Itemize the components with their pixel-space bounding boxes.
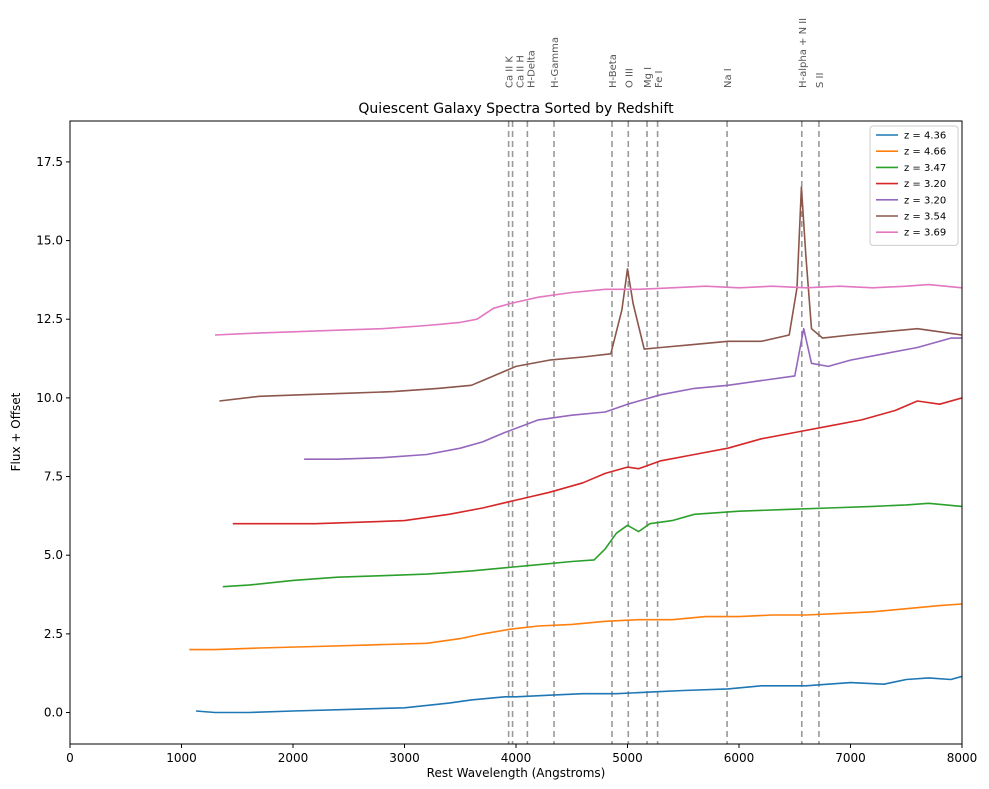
spectral-lines: Ca II K Ca II H H-Delta H-Gamma H-Beta O III M… [505,18,826,744]
y-tick-label: 2.5 [44,627,63,641]
y-axis: 0.0 2.5 5.0 7.5 10.0 12.5 15.0 17.5 [36,155,70,720]
y-tick-label: 5.0 [44,548,63,562]
y-tick-label: 10.0 [36,391,63,405]
y-tick-label: 7.5 [44,470,63,484]
x-tick-label: 1000 [166,751,197,765]
legend: z = 4.36 z = 4.66 z = 3.47 z = 3.20 z = 3.20… [869,125,959,246]
x-tick-label: 8000 [947,751,978,765]
x-tick-label: 7000 [835,751,866,765]
legend-label: z = 4.36 [904,131,946,142]
x-tick-label: 3000 [389,751,420,765]
legend-label: z = 3.47 [904,163,946,174]
spectral-line-label: H-alpha + N II [798,18,809,88]
legend-label: z = 4.66 [904,147,946,158]
series-line-5 [219,186,962,402]
spectral-line-label: H-Beta [608,54,619,88]
spectral-line-label: Ca II H [516,55,527,88]
spectral-line-label: O III [624,68,635,88]
legend-label: z = 3.20 [904,179,946,190]
x-axis-label: Rest Wavelength (Angstroms) [427,766,606,780]
series-line-2 [222,502,962,588]
y-tick-label: 15.0 [36,234,63,248]
spectral-line-label: H-Delta [527,50,538,88]
series-line-0 [195,675,962,714]
x-axis: 0 1000 2000 3000 4000 5000 6000 7000 8000 [66,744,977,765]
legend-label: z = 3.20 [904,195,946,206]
spectral-line-label: S II [815,73,826,88]
x-tick-label: 4000 [501,751,532,765]
spectral-line-label: Ca II K [505,56,516,88]
legend-label: z = 3.69 [904,228,946,239]
series-line-6 [214,283,962,336]
x-tick-label: 6000 [724,751,755,765]
series-group [189,186,962,714]
spectral-line-label: Fe I [654,71,665,89]
y-tick-label: 17.5 [36,155,63,169]
legend-label: z = 3.54 [904,212,946,223]
series-line-3 [232,397,962,525]
x-tick-label: 5000 [612,751,643,765]
y-tick-label: 0.0 [44,706,63,720]
x-tick-label: 0 [66,751,74,765]
x-tick-label: 2000 [278,751,309,765]
spectral-line-label: Na I [723,68,734,88]
series-line-1 [189,603,962,651]
series-line-4 [304,327,962,461]
chart-title: Quiescent Galaxy Spectra Sorted by Redsh… [358,101,674,117]
spectral-line-label: H-Gamma [550,37,561,88]
y-axis-label: Flux + Offset [9,392,23,471]
plot-frame [69,120,963,745]
y-tick-label: 12.5 [36,312,63,326]
spectral-line-label: Mg I [643,67,654,88]
